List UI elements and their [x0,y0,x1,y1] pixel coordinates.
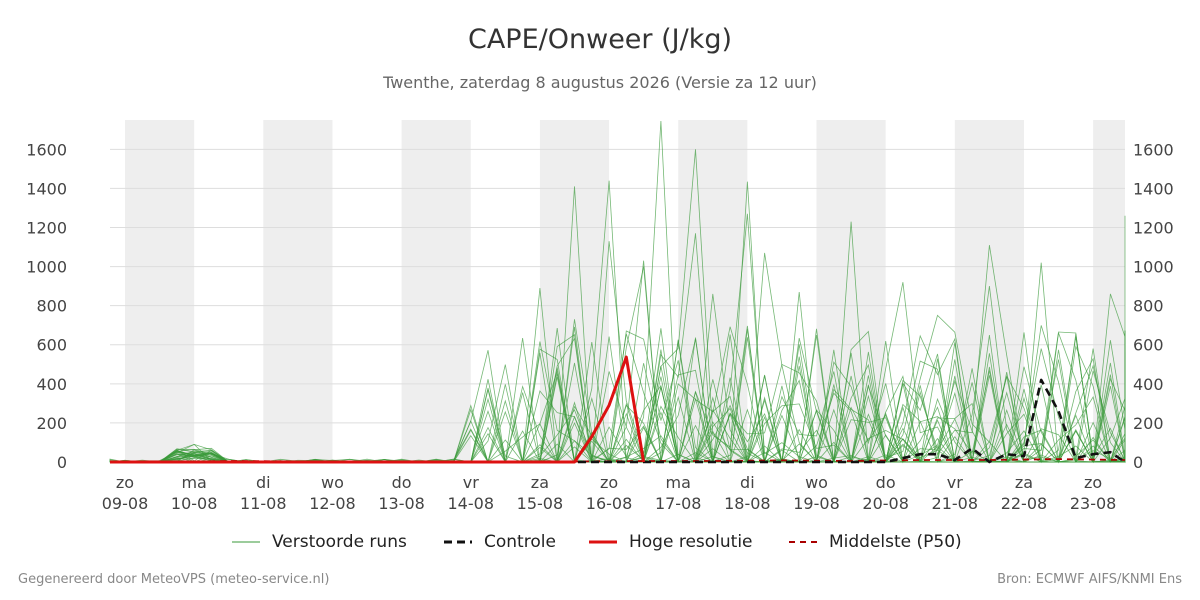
y-tick-label-left: 1400 [26,179,67,198]
legend-item-control[interactable]: Controle [444,530,556,554]
legend-label-control: Controle [484,532,556,552]
x-tick-day-label: ma [181,473,206,492]
x-tick-date-label: 20-08 [862,494,909,513]
x-tick-date-label: 12-08 [309,494,356,513]
x-tick-day-label: zo [1084,473,1102,492]
legend-label-hires: Hoge resolutie [629,532,753,552]
y-tick-label-left: 400 [36,375,67,394]
legend-item-median[interactable]: Middelste (P50) [789,530,962,554]
x-tick-day-label: vr [463,473,479,492]
y-tick-label-right: 1200 [1133,218,1174,237]
y-tick-label-left: 800 [36,297,67,316]
x-tick-day-label: di [740,473,755,492]
legend-swatch-median [789,541,817,543]
legend-swatch-hires [589,540,617,544]
x-tick-date-label: 23-08 [1070,494,1117,513]
legend-label-median: Middelste (P50) [829,532,962,552]
y-tick-label-right: 600 [1133,336,1164,355]
x-tick-day-label: do [876,473,896,492]
y-tick-label-left: 1600 [26,140,67,159]
x-tick-day-label: za [531,473,549,492]
legend-swatch-control [444,540,472,544]
x-tick-date-label: 16-08 [586,494,633,513]
x-tick-date-label: 11-08 [240,494,287,513]
y-tick-label-left: 0 [57,453,67,472]
x-tick-date-label: 17-08 [655,494,702,513]
footer-source: Bron: ECMWF AIFS/KNMI Ens [997,572,1182,587]
y-tick-label-left: 1200 [26,218,67,237]
series-line-controle [110,378,1126,464]
x-tick-date-label: 19-08 [793,494,840,513]
main-series [110,355,1126,464]
legend: Verstoorde runs Controle Hoge resolutie … [0,530,1200,554]
x-tick-day-label: za [1015,473,1033,492]
weekend-bands [125,120,1125,462]
y-tick-label-left: 600 [36,336,67,355]
chart-subtitle: Twenthe, zaterdag 8 augustus 2026 (Versi… [383,73,817,92]
x-tick-date-label: 10-08 [171,494,218,513]
y-tick-label-right: 200 [1133,414,1164,433]
y-tick-label-left: 200 [36,414,67,433]
x-tick-date-label: 09-08 [102,494,149,513]
x-tick-date-label: 21-08 [932,494,979,513]
legend-label-perturbed: Verstoorde runs [272,532,407,552]
legend-item-hires[interactable]: Hoge resolutie [589,530,753,554]
x-tick-date-label: 22-08 [1001,494,1048,513]
y-tick-label-left: 1000 [26,258,67,277]
x-tick-day-label: do [392,473,412,492]
x-tick-date-label: 18-08 [724,494,771,513]
x-tick-day-label: zo [600,473,618,492]
x-tick-day-label: vr [947,473,963,492]
x-tick-date-label: 13-08 [378,494,425,513]
shaded-day-band [1093,120,1125,462]
y-tick-label-right: 1600 [1133,140,1174,159]
legend-item-perturbed[interactable]: Verstoorde runs [232,530,407,554]
chart-title: CAPE/Onweer (J/kg) [467,24,732,55]
y-tick-label-right: 1400 [1133,179,1174,198]
x-tick-day-label: wo [321,473,344,492]
shaded-day-band [401,120,471,462]
legend-swatch-perturbed [232,541,260,543]
y-tick-label-right: 800 [1133,297,1164,316]
axis-labels: 0 0 200 200 400 400 600 600 800 800 1000 1000 1200 12… [26,140,1173,513]
y-tick-label-right: 1000 [1133,258,1174,277]
footer-generator: Gegenereerd door MeteoVPS (meteo-service… [18,572,330,587]
x-tick-day-label: zo [116,473,134,492]
shaded-day-band [125,120,195,462]
x-tick-day-label: wo [805,473,828,492]
y-tick-label-right: 400 [1133,375,1164,394]
x-tick-day-label: di [256,473,271,492]
y-tick-label-right: 0 [1133,453,1143,472]
series-line-hoge-resolutie [110,355,646,464]
shaded-day-band [263,120,333,462]
x-tick-date-label: 14-08 [448,494,495,513]
x-tick-day-label: ma [666,473,691,492]
x-tick-date-label: 15-08 [517,494,564,513]
